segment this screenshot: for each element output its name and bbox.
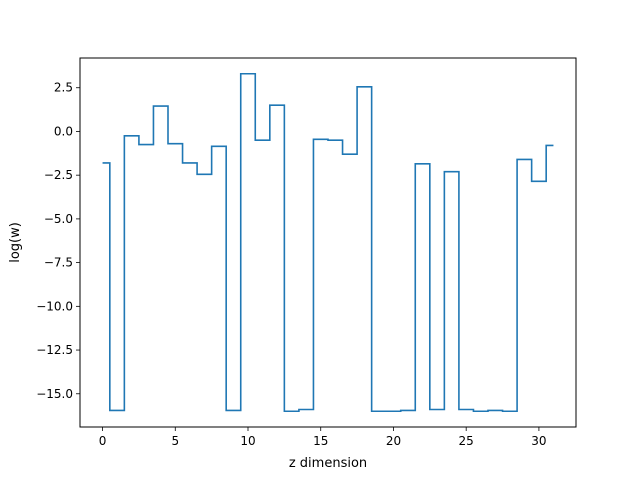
axes-frame	[79, 57, 577, 428]
x-tick-label: 30	[531, 434, 546, 448]
x-axis-label: z dimension	[289, 456, 367, 471]
y-tick-label: −12.5	[36, 343, 73, 357]
plot-area	[80, 58, 576, 427]
y-tick-label: −15.0	[36, 387, 73, 401]
y-tick-label: 2.5	[54, 81, 73, 95]
y-tick-label: −7.5	[44, 256, 73, 270]
axes-layer	[79, 57, 577, 428]
x-tick-label: 20	[386, 434, 401, 448]
y-tick-label: −2.5	[44, 168, 73, 182]
x-tick-label: 25	[459, 434, 474, 448]
x-tick-label: 10	[240, 434, 255, 448]
y-tick-label: −5.0	[44, 212, 73, 226]
y-ticks: 2.5 0.0 −2.5 −5.0 −7.5 −10.0 −12.5 −15.0	[36, 81, 80, 401]
y-tick-label: 0.0	[54, 124, 73, 138]
y-tick-label: −10.0	[36, 299, 73, 313]
x-tick-label: 0	[99, 434, 107, 448]
y-axis-label: log(w)	[8, 222, 23, 263]
x-tick-label: 15	[313, 434, 328, 448]
x-ticks: 0 5 10 15 20 25 30	[99, 427, 547, 448]
series-line-0	[102, 72, 554, 413]
data-layer	[102, 72, 554, 413]
x-tick-label: 5	[171, 434, 179, 448]
